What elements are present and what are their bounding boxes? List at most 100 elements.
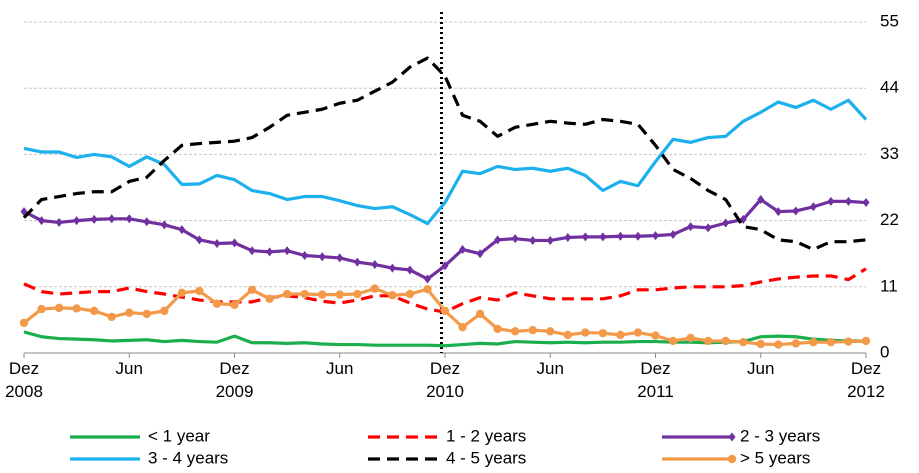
series [19,284,871,349]
marker [511,234,519,244]
x-tick-label: Jun [115,359,143,378]
marker [633,328,643,337]
legend-label: 2 - 3 years [740,426,820,445]
y-tick-label: 33 [880,144,899,163]
marker [247,285,257,295]
marker [160,306,169,316]
marker [177,288,187,298]
y-tick-label: 11 [880,276,898,295]
marker [727,454,737,464]
marker [37,304,46,314]
marker [72,304,81,313]
marker [370,284,380,293]
legend-label: > 5 years [740,448,810,467]
x-tick-label: Jun [747,359,775,378]
marker [728,432,736,442]
marker [388,291,397,300]
y-tick-label: 22 [880,210,899,229]
x-tick-label: Dez 2012 [847,359,885,401]
marker [231,238,238,248]
marker [598,328,608,338]
x-tick-label: Dez 2011 [637,359,674,401]
marker [353,257,361,267]
marker [616,231,624,241]
legend-label: 4 - 5 years [446,448,526,467]
marker [774,340,783,349]
marker [441,261,449,271]
marker [195,235,203,245]
marker [266,247,274,257]
y-tick-label: 0 [880,342,889,361]
marker [546,327,555,336]
marker [459,244,467,254]
y-tick-label: 55 [880,11,899,30]
marker [476,249,484,259]
marker [757,195,765,205]
marker [301,251,309,261]
marker [703,336,713,346]
marker [668,336,678,346]
marker [493,324,502,334]
marker [178,225,186,235]
marker [90,214,98,224]
marker [826,337,836,347]
marker [388,263,396,273]
marker [510,327,520,336]
marker [160,220,168,230]
x-tick-label: Jun [536,359,564,378]
marker [809,337,818,347]
marker [791,339,801,348]
marker [406,265,414,275]
marker [739,337,748,347]
legend-item: 1 - 2 years [368,426,526,445]
marker [651,331,660,340]
marker [143,217,151,227]
marker [599,232,607,242]
legend-item: 4 - 5 years [368,448,526,467]
marker [212,299,222,308]
marker [195,286,204,296]
marker [265,294,274,304]
marker [335,290,344,299]
marker [336,253,344,263]
legend-item: 2 - 3 years [662,426,820,445]
marker [108,214,116,224]
marker [774,207,782,217]
marker [704,223,712,233]
y-tick-label: 44 [880,78,899,97]
marker [827,196,835,206]
marker [844,337,853,346]
marker [38,216,46,226]
marker [686,333,695,343]
marker [353,289,362,299]
marker [721,336,730,346]
legend-label: 1 - 2 years [446,426,526,445]
x-tick-label: Dez 2009 [215,359,254,401]
series [23,267,867,314]
marker [616,330,625,340]
marker [528,325,537,335]
marker [634,231,642,241]
marker [529,235,537,245]
legend-item: 3 - 4 years [70,448,228,467]
marker [564,232,572,242]
marker [792,206,800,216]
series-line [23,267,867,314]
marker [563,330,572,340]
marker [283,246,291,256]
marker [405,289,415,299]
legend-label: < 1 year [148,426,210,445]
marker [19,318,29,328]
marker [809,202,817,212]
marker [300,289,309,299]
marker [248,246,256,256]
marker [652,231,659,241]
marker [722,218,730,228]
marker [230,300,239,310]
marker [494,235,502,245]
marker [475,309,485,319]
marker [546,235,554,245]
legend-item: > 5 years [662,448,810,467]
series-line [23,98,868,226]
